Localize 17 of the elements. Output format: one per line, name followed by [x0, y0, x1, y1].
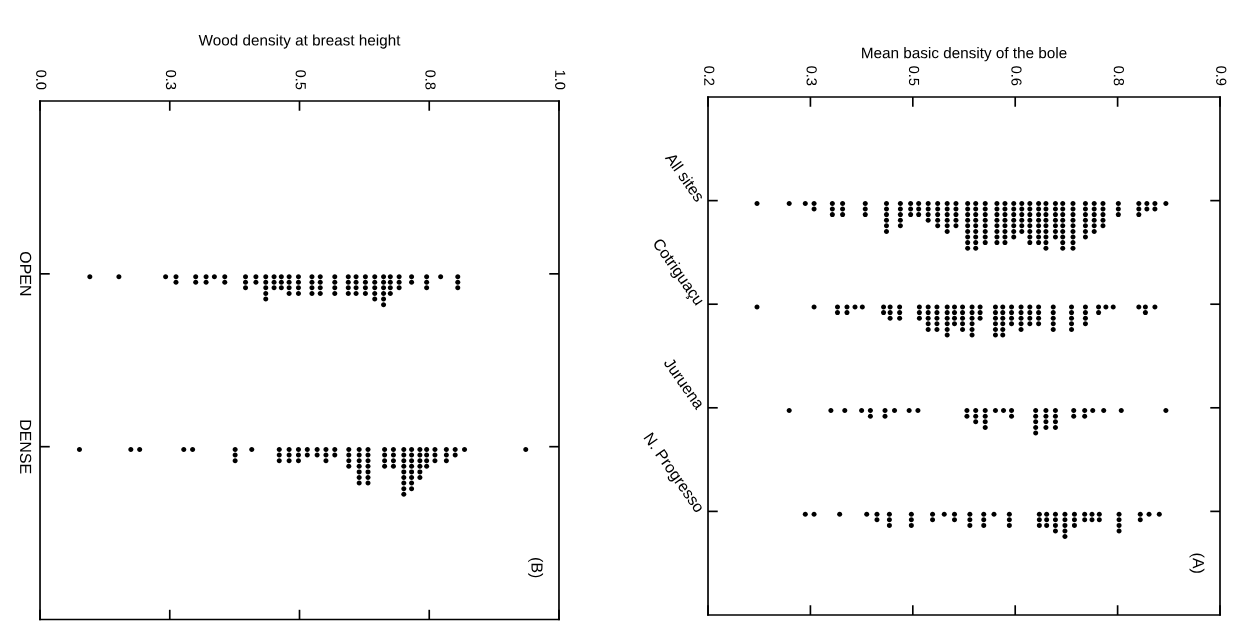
- x-tick-label: 0.3: [806, 66, 817, 86]
- chart-title: Wood density at breast height: [198, 34, 401, 49]
- y-tick-label: DENSE: [19, 420, 32, 474]
- x-tick-label: 0.8: [425, 70, 436, 90]
- x-tick-label: 0.3: [165, 70, 177, 90]
- x-tick-label: 0.5: [295, 70, 306, 90]
- x-tick-label: 0.5: [908, 66, 920, 86]
- chart-title: Mean basic density of the bole: [862, 47, 1067, 62]
- x-tick-label: 0.6: [1011, 66, 1022, 86]
- y-tick-label: OPEN: [19, 251, 32, 296]
- x-tick-label: 1.0: [555, 70, 566, 90]
- x-tick-label: 0.9: [1216, 66, 1227, 86]
- annotation: (B): [528, 558, 544, 578]
- annotation: (A): [1189, 553, 1205, 573]
- x-tick-label: 0.8: [1113, 66, 1125, 86]
- x-tick-label: 0.2: [704, 66, 715, 86]
- x-tick-label: 0.0: [36, 70, 47, 90]
